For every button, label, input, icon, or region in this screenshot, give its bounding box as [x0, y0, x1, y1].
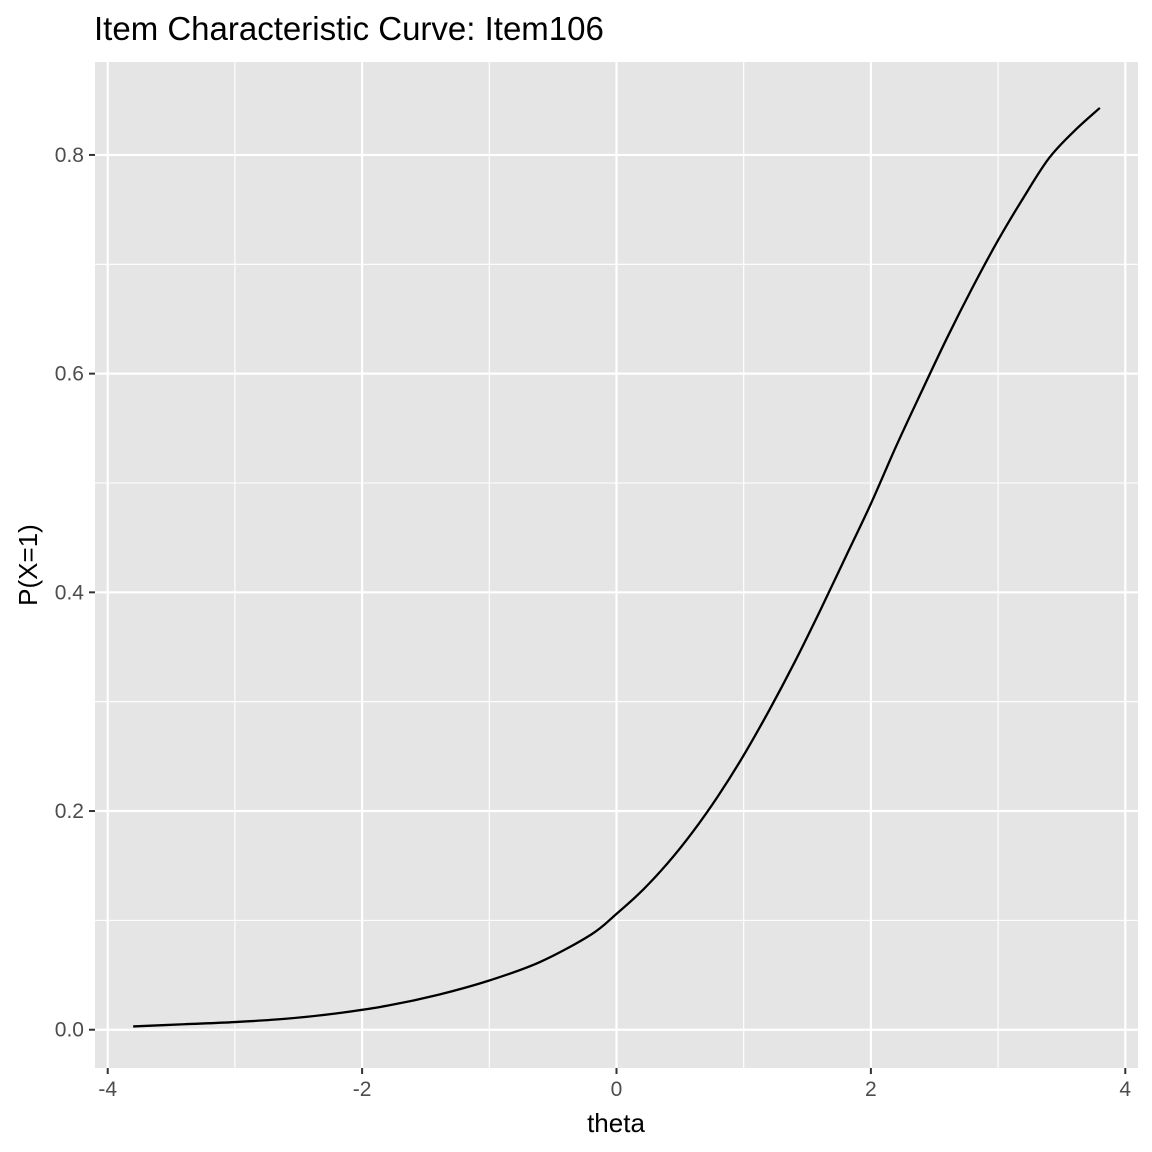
y-tick-label: 0.4	[55, 581, 85, 604]
x-tick-label: 2	[865, 1078, 877, 1101]
x-tick-label: -4	[98, 1078, 117, 1101]
x-tick-label: 4	[1119, 1078, 1131, 1101]
y-axis-title: P(X=1)	[13, 524, 43, 606]
x-tick-label: -2	[353, 1078, 372, 1101]
grid-lines	[95, 62, 1138, 1068]
curve-line	[133, 107, 1101, 1028]
y-tick-label: 0.2	[55, 800, 84, 823]
y-tick-label: 0.8	[55, 144, 84, 167]
x-axis-title: theta	[587, 1108, 645, 1138]
y-tick-label: 0.6	[55, 363, 84, 386]
y-axis: 0.0 0.2 0.4 0.6 0.8	[55, 144, 95, 1042]
chart-title: Item Characteristic Curve: Item106	[94, 10, 604, 47]
x-axis: -4 -2 0 2 4	[98, 1068, 1131, 1101]
x-tick-label: 0	[611, 1078, 623, 1101]
y-tick-label: 0.0	[55, 1019, 84, 1042]
